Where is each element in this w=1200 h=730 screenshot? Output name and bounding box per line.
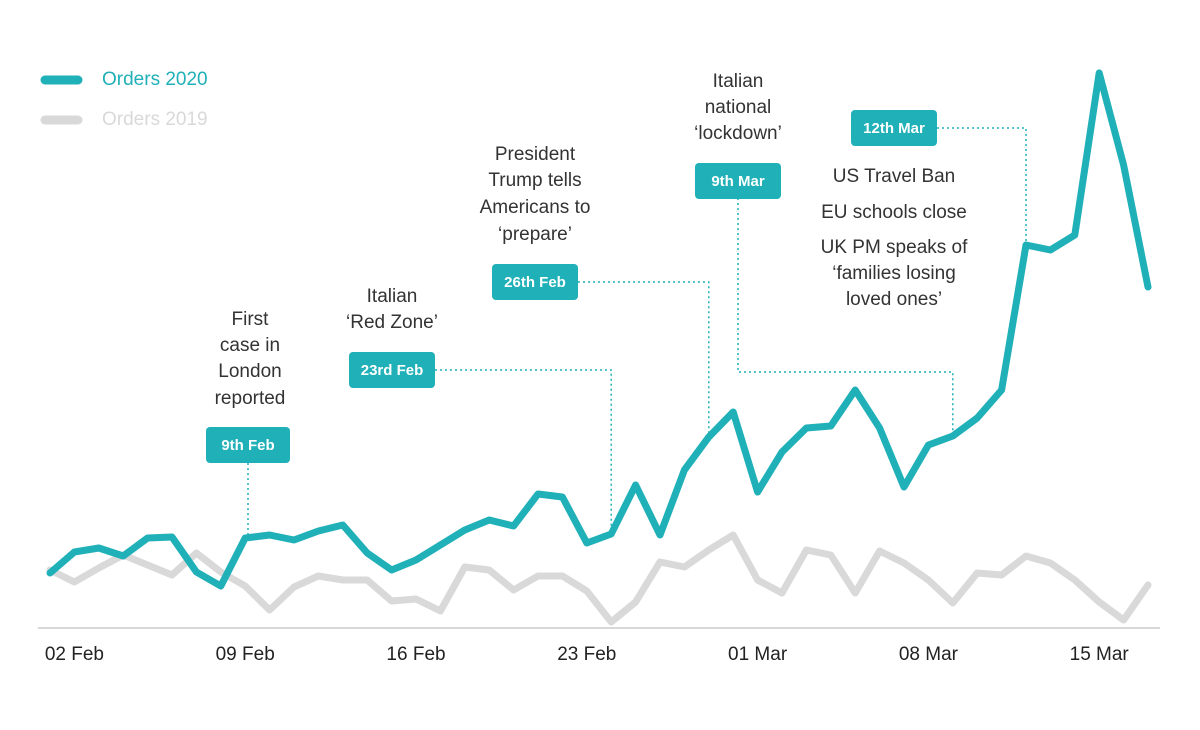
annotation-text: President [495,144,576,165]
annotation-badge [349,352,435,388]
annotation-text: Trump tells [488,170,581,191]
x-tick-label: 02 Feb [45,644,104,665]
annotation-date: 26th Feb [504,274,566,291]
x-tick-label: 23 Feb [557,644,616,665]
x-tick-label: 09 Feb [216,644,275,665]
annotation-text: loved ones’ [846,289,942,310]
annotation-text: ‘families losing [832,263,956,284]
annotation-badge [206,427,290,463]
annotation-text: ‘prepare’ [498,224,572,245]
annotation-badge [492,264,578,300]
x-tick-label: 08 Mar [899,644,959,665]
x-tick-label: 16 Feb [386,644,445,665]
annotation-connector [435,369,612,534]
annotation-connector [937,127,1027,245]
annotation-text: ‘lockdown’ [694,123,782,144]
annotation-text: EU schools close [821,202,967,223]
annotation-text: national [705,97,772,118]
annotation-badge [851,110,937,146]
annotation-text: London [218,361,281,382]
series-line [46,69,1152,590]
x-tick-label: 15 Mar [1070,644,1130,665]
annotation-connector [578,281,710,437]
annotation-connector [737,198,954,436]
annotation-date: 9th Feb [221,437,274,454]
annotation-text: UK PM speaks of [821,237,968,258]
annotation-text: ‘Red Zone’ [346,312,438,333]
series-line [46,531,1152,626]
annotation-text: Italian [713,71,764,92]
x-tick-label: 01 Mar [728,644,788,665]
annotation-date: 9th Mar [711,173,765,190]
annotation-text: Americans to [480,197,591,218]
annotation-text: US Travel Ban [833,166,956,187]
annotation-date: 12th Mar [863,120,925,137]
legend-label: Orders 2020 [102,69,208,90]
legend-label: Orders 2019 [102,109,208,130]
annotation-date: 23rd Feb [361,362,424,379]
annotation-badge [695,163,781,199]
annotation-text: Italian [367,286,418,307]
annotation-text: First [232,309,270,330]
annotation-text: case in [220,335,280,356]
annotation-text: reported [215,388,286,409]
